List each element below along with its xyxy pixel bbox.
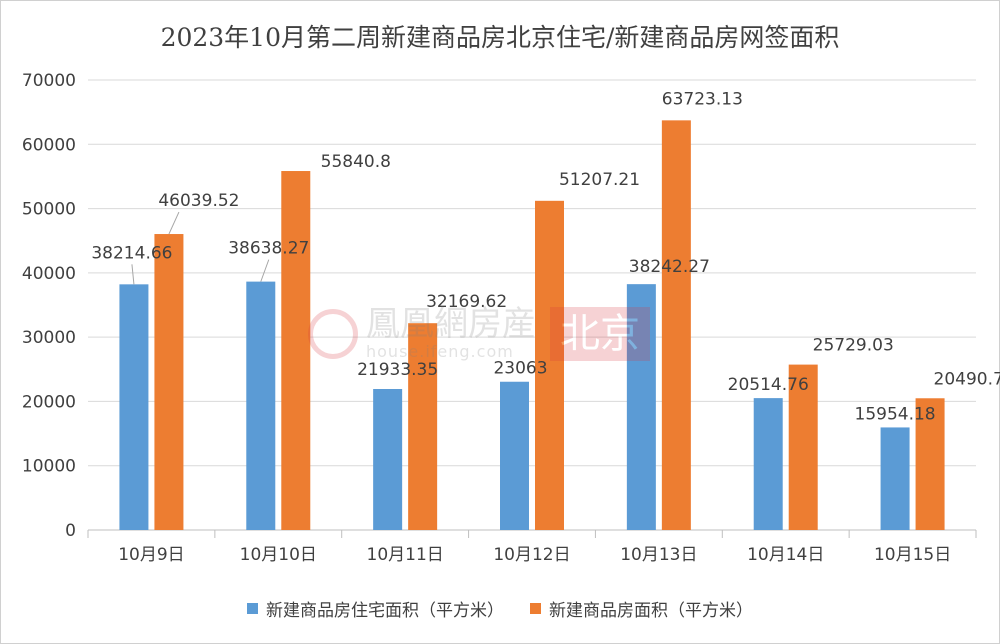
- x-tick-label: 10月10日: [240, 545, 317, 565]
- ifeng-logo-icon: [308, 308, 358, 359]
- x-tick-label: 10月9日: [118, 545, 184, 565]
- bar-residential: [500, 381, 529, 530]
- bar-residential: [373, 388, 403, 530]
- legend-item-residential: 新建商品房住宅面积（平方米）: [247, 596, 504, 621]
- bar-total: [661, 120, 691, 530]
- data-label: 20514.76: [728, 375, 809, 395]
- x-tick-label: 10月15日: [874, 545, 951, 565]
- data-label: 51207.21: [559, 170, 640, 190]
- watermark-name: 鳳凰網房産: [366, 304, 536, 344]
- y-tick-label: 50000: [22, 200, 76, 220]
- bar-total: [408, 323, 438, 530]
- chart-title: 2023年10月第二周新建商品房北京住宅/新建商品房网签面积: [160, 23, 840, 52]
- data-label: 32169.62: [426, 292, 507, 312]
- x-tick-label: 10月12日: [493, 545, 570, 565]
- y-tick-label: 70000: [22, 71, 76, 91]
- watermark-city: 北京: [550, 306, 650, 361]
- data-label: 20490.78: [934, 369, 1000, 389]
- data-label: 46039.52: [158, 191, 239, 211]
- watermark-url: house.ifeng.com: [366, 342, 514, 361]
- y-tick-label: 40000: [22, 264, 76, 284]
- legend-label-residential: 新建商品房住宅面积（平方米）: [266, 601, 504, 621]
- bar-total: [788, 364, 818, 530]
- bar-residential: [880, 427, 910, 530]
- y-tick-label: 20000: [22, 392, 76, 412]
- bar-residential: [626, 284, 656, 530]
- data-label: 15954.18: [855, 404, 936, 424]
- x-tick-label: 10月13日: [620, 545, 697, 565]
- data-label-leader: [260, 259, 270, 282]
- legend-item-total: 新建商品房面积（平方米）: [530, 596, 753, 621]
- data-label-leader: [131, 264, 135, 285]
- data-label: 63723.13: [662, 89, 743, 109]
- bar-residential: [246, 281, 276, 530]
- bar-total: [281, 171, 311, 530]
- x-tick-label: 10月11日: [367, 545, 444, 565]
- bar-residential: [119, 284, 149, 530]
- bar-residential: [753, 398, 783, 530]
- y-tick-label: 10000: [22, 457, 76, 477]
- legend: 新建商品房住宅面积（平方米） 新建商品房面积（平方米）: [0, 596, 1000, 621]
- legend-swatch-total: [530, 603, 541, 614]
- data-label: 55840.8: [321, 152, 391, 172]
- watermark: 鳳凰網房産 house.ifeng.com 北京: [308, 306, 650, 361]
- data-label: 38242.27: [629, 257, 710, 277]
- bar-total: [535, 200, 564, 530]
- x-tick-label: 10月14日: [747, 545, 824, 565]
- bar-total: [154, 234, 184, 530]
- bar-total: [915, 398, 945, 530]
- data-label: 23063: [493, 359, 547, 379]
- y-tick-label: 30000: [22, 328, 76, 348]
- data-label: 38214.66: [91, 243, 172, 263]
- data-label-leader: [168, 211, 180, 235]
- y-tick-label: 0: [65, 521, 76, 541]
- data-label: 25729.03: [813, 336, 894, 356]
- y-tick-label: 60000: [22, 135, 76, 155]
- legend-label-total: 新建商品房面积（平方米）: [549, 601, 753, 621]
- legend-swatch-residential: [247, 603, 258, 614]
- data-label: 21933.35: [357, 360, 438, 380]
- data-label: 38638.27: [228, 239, 309, 259]
